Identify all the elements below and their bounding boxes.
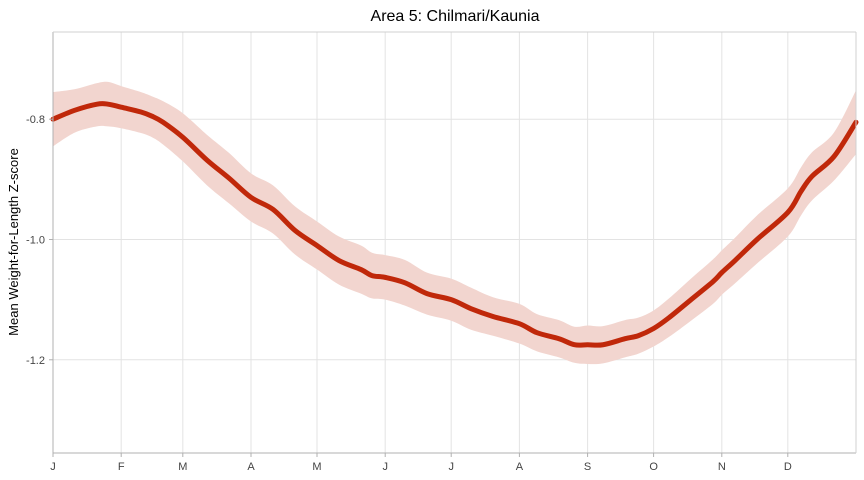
x-tick-label: A: [247, 461, 255, 473]
x-tick-label: J: [50, 461, 56, 473]
y-axis-ticks: -0.8 -1.0 -1.2: [26, 114, 53, 367]
x-tick-label: F: [118, 461, 125, 473]
y-axis-label: Mean Weight-for-Length Z-score: [6, 148, 21, 336]
x-tick-label: J: [448, 461, 454, 473]
chart-title: Area 5: Chilmari/Kaunia: [371, 8, 540, 25]
x-tick-label: J: [382, 461, 388, 473]
gridlines: [53, 32, 856, 453]
x-tick-label: A: [516, 461, 524, 473]
x-tick-label: M: [312, 461, 321, 473]
x-tick-label: M: [178, 461, 187, 473]
series-line: [50, 101, 859, 348]
x-tick-label: D: [784, 461, 792, 473]
y-tick-label: -1.0: [26, 234, 45, 246]
y-tick-label: -0.8: [26, 114, 45, 126]
x-tick-label: N: [718, 461, 726, 473]
y-tick-label: -1.2: [26, 355, 45, 367]
x-tick-label: O: [649, 461, 658, 473]
x-tick-label: S: [584, 461, 591, 473]
